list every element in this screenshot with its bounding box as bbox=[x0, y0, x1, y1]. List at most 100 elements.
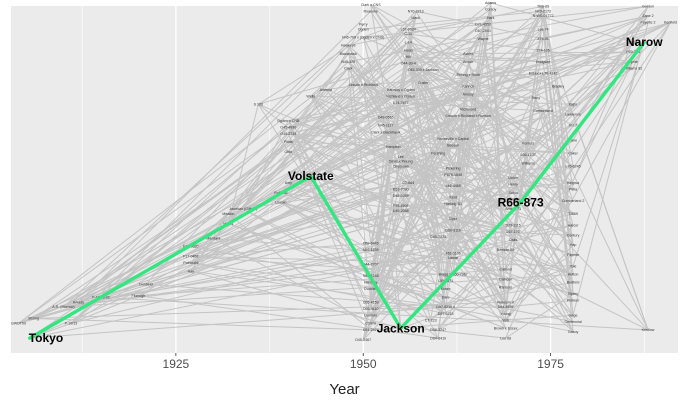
node-label: O45-330 x Jackson bbox=[408, 68, 439, 72]
node-label: L57-0034 bbox=[401, 27, 416, 31]
network-edge bbox=[347, 45, 507, 314]
node-label: Oaks bbox=[509, 238, 518, 242]
node-label: Stirling bbox=[28, 317, 39, 321]
network-edge bbox=[288, 15, 649, 143]
network-edge bbox=[363, 84, 401, 104]
network-edge bbox=[542, 15, 649, 63]
network-edge bbox=[363, 36, 544, 112]
node-label: D71-4553 bbox=[475, 22, 491, 26]
network-edge bbox=[400, 156, 574, 184]
node-label: York bbox=[502, 318, 509, 322]
network-edge bbox=[407, 56, 574, 323]
network-edge bbox=[362, 84, 402, 329]
node-label: Arkady bbox=[73, 300, 84, 304]
node-label: Harcor bbox=[568, 223, 580, 227]
x-axis-ticks: 1925 1950 1975 bbox=[163, 353, 564, 371]
highlight-segment bbox=[28, 174, 313, 340]
node-label: Bonneville x Capital bbox=[437, 137, 469, 141]
network-edge bbox=[29, 306, 446, 339]
network-edge bbox=[228, 2, 491, 215]
network-edge bbox=[407, 56, 574, 215]
node-label: Toki bbox=[570, 264, 577, 268]
node-label: Peking x Scott bbox=[457, 73, 480, 77]
node-label: Tracy bbox=[531, 96, 540, 100]
node-label: L-14 bbox=[405, 40, 412, 44]
node-label: N70-2173 bbox=[535, 9, 551, 13]
node-label: O44-30-4 bbox=[401, 62, 416, 66]
network-edge bbox=[467, 94, 574, 202]
node-label: Hartwig B1 bbox=[444, 202, 462, 206]
node-label: Amsoy bbox=[463, 93, 474, 97]
node-label: Elgin bbox=[569, 102, 577, 106]
network-edge bbox=[400, 156, 439, 237]
network-edge bbox=[370, 282, 574, 316]
node-label: D48-0259 bbox=[393, 194, 409, 198]
network-edge bbox=[370, 4, 514, 233]
x-tick-label: 1950 bbox=[350, 357, 377, 371]
node-label: A.R. (Morrow) bbox=[52, 305, 74, 309]
node-label: Ebiason bbox=[627, 40, 640, 44]
node-label: Hay bbox=[188, 269, 195, 273]
network-edge bbox=[363, 5, 649, 38]
node-label: Essex x L70-4142 bbox=[529, 71, 558, 75]
node-label: Ashiro bbox=[463, 52, 473, 56]
node-label: CT-664 bbox=[402, 181, 414, 185]
network-edge bbox=[452, 17, 492, 219]
node-label: Head bbox=[404, 49, 413, 53]
node-label: Lee 74 bbox=[538, 27, 549, 31]
highlight-labels: Tokyo Volstate Jackson R66-873 Narow bbox=[29, 35, 664, 345]
node-label: Amcor bbox=[463, 60, 474, 64]
node-label: Zane bbox=[569, 138, 577, 142]
node-label: Artemia bbox=[320, 88, 332, 92]
node-label: Gasoy bbox=[568, 330, 579, 334]
network-edge bbox=[505, 61, 634, 314]
node-label: Davis x Peking bbox=[389, 160, 413, 164]
network-edge bbox=[445, 306, 574, 333]
node-label: Blackhawk bbox=[340, 52, 357, 56]
network-edge bbox=[363, 17, 416, 38]
node-label: Roanoke bbox=[364, 9, 378, 13]
node-label: Essex bbox=[441, 287, 451, 291]
network-edge bbox=[29, 239, 514, 339]
node-label: Dare bbox=[442, 295, 450, 299]
node-label: L66-L137 bbox=[521, 153, 536, 157]
network-edge bbox=[407, 33, 574, 126]
network-edge bbox=[370, 96, 402, 309]
network-edge bbox=[572, 42, 645, 267]
highlight-segment bbox=[309, 174, 403, 330]
highlight-label: R66-873 bbox=[498, 195, 544, 209]
node-label: D55-4110 bbox=[363, 307, 379, 311]
node-label: Bradley bbox=[552, 85, 564, 89]
network-edge bbox=[505, 11, 544, 308]
x-axis-title: Year bbox=[329, 381, 359, 398]
network-edge bbox=[482, 38, 514, 185]
node-label: Zane 2 bbox=[642, 14, 653, 18]
network-edge bbox=[512, 184, 649, 331]
network-edge bbox=[18, 41, 409, 324]
highlight-segment bbox=[518, 40, 646, 205]
node-label: Clark x CNS bbox=[361, 3, 381, 7]
network-edge bbox=[348, 5, 649, 63]
node-label: Franklin bbox=[507, 197, 520, 201]
node-label: Lincoln bbox=[275, 201, 286, 205]
node-label: Hill bbox=[406, 55, 411, 59]
network-edge bbox=[370, 249, 506, 288]
x-tick-label: 1925 bbox=[163, 357, 190, 371]
network-edge bbox=[63, 252, 454, 308]
node-label: Mack bbox=[411, 16, 420, 20]
network-edge bbox=[392, 5, 544, 148]
highlight-path bbox=[28, 40, 646, 340]
node-label: Mission bbox=[222, 212, 234, 216]
network-edge bbox=[325, 89, 454, 140]
network-edge bbox=[542, 73, 574, 295]
network-edge bbox=[385, 125, 454, 175]
network-edge bbox=[213, 22, 649, 239]
network-edge bbox=[422, 82, 574, 267]
network-edge bbox=[310, 95, 454, 187]
node-label: CT-Z23 bbox=[425, 318, 437, 322]
node-label: Amy bbox=[285, 181, 292, 185]
node-label: Clark bbox=[344, 67, 353, 71]
node-label: D65-7075 bbox=[430, 235, 446, 239]
node-label: Duddles bbox=[364, 287, 377, 291]
network-edge bbox=[505, 224, 574, 321]
